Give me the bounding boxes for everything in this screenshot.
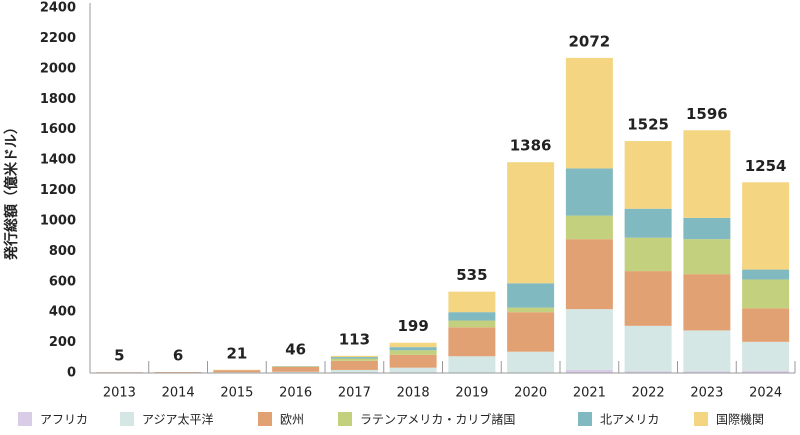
bar-segment (565, 369, 613, 373)
bar-segment (683, 371, 731, 373)
x-tick-label: 2013 (103, 386, 136, 401)
total-label: 6 (173, 347, 183, 365)
bar-segment (507, 283, 555, 308)
bar-segment (507, 312, 555, 352)
bar-segment (742, 269, 790, 280)
bar-segment (683, 330, 731, 372)
bar-segment (565, 57, 613, 169)
legend-label: アフリカ (40, 413, 88, 427)
legend-swatch (120, 412, 134, 426)
x-tick-label: 2015 (220, 386, 253, 401)
x-tick-label: 2022 (632, 386, 665, 401)
bar-segment (624, 271, 672, 326)
bar-segment (624, 141, 672, 209)
bar-segment (507, 162, 555, 284)
bar-segment (272, 371, 320, 373)
x-tick-label: 2024 (749, 386, 782, 401)
bar-segment (330, 360, 378, 370)
y-tick-label: 1000 (40, 213, 76, 228)
bar-segment (389, 342, 437, 348)
bar-segment (624, 208, 672, 238)
y-tick-label: 1200 (40, 183, 76, 198)
x-tick-label: 2014 (162, 386, 195, 401)
total-label: 535 (456, 266, 487, 284)
bar-segment (389, 367, 437, 373)
total-label: 1596 (686, 105, 728, 123)
bar-segment (683, 239, 731, 275)
bar-segment (389, 354, 437, 368)
y-tick-label: 200 (49, 335, 76, 350)
total-label: 1386 (510, 137, 552, 155)
legend-swatch (18, 412, 32, 426)
bar-segment (389, 350, 437, 355)
total-label: 5 (114, 347, 124, 365)
total-label: 199 (397, 317, 428, 335)
y-tick-label: 0 (67, 366, 76, 381)
bar-segment (624, 325, 672, 372)
legend-label: 北アメリカ (600, 413, 659, 427)
y-tick-label: 1600 (40, 122, 76, 137)
total-label: 46 (285, 341, 306, 359)
bar-segment (742, 308, 790, 342)
bar-segment (742, 279, 790, 309)
bar-segment (507, 351, 555, 373)
x-tick-label: 2017 (338, 386, 371, 401)
y-tick-label: 600 (49, 274, 76, 289)
x-tick-label: 2020 (514, 386, 547, 401)
legend-label: アジア太平洋 (142, 412, 214, 427)
total-label: 1525 (627, 116, 669, 134)
bar-segment (213, 370, 261, 373)
bar-segment (683, 274, 731, 331)
bar-segment (272, 366, 320, 372)
bar-segment (742, 370, 790, 373)
x-tick-label: 2021 (573, 386, 606, 401)
total-label: 2072 (569, 32, 611, 50)
x-tick-label: 2019 (455, 386, 488, 401)
x-tick-label: 2018 (397, 386, 430, 401)
y-axis-label: 発行総額（億米ドル） (3, 120, 20, 261)
bar-segment (565, 168, 613, 216)
bar-segment (330, 355, 378, 358)
legend-swatch (694, 412, 708, 426)
bar-segment (624, 371, 672, 373)
y-tick-label: 2000 (40, 61, 76, 76)
y-tick-label: 400 (49, 305, 76, 320)
y-tick-label: 2200 (40, 31, 76, 46)
bar-segment (448, 312, 496, 321)
bar-segment (742, 182, 790, 270)
legend-label: 国際機関 (716, 412, 764, 427)
legend-swatch (338, 412, 352, 426)
bar-segment (565, 309, 613, 370)
legend-swatch (578, 412, 592, 426)
legend-swatch (258, 412, 272, 426)
x-tick-label: 2023 (690, 386, 723, 401)
bar-segment (389, 347, 437, 351)
y-tick-label: 1400 (40, 153, 76, 168)
x-tick-label: 2016 (279, 386, 312, 401)
bar-segment (330, 369, 378, 373)
bar-segment (448, 327, 496, 357)
bar-segment (683, 217, 731, 240)
bar-segment (683, 130, 731, 218)
y-tick-label: 800 (49, 244, 76, 259)
bar-segment (507, 307, 555, 313)
legend-label: 欧州 (280, 413, 304, 427)
total-label: 113 (339, 330, 370, 348)
bar-segment (448, 320, 496, 328)
total-label: 1254 (745, 157, 787, 175)
bar-segment (565, 215, 613, 240)
legend-label: ラテンアメリカ・カリブ諸国 (360, 412, 515, 427)
total-label: 21 (226, 344, 247, 362)
y-tick-label: 1800 (40, 92, 76, 107)
y-tick-label: 2400 (40, 1, 76, 16)
bar-segment (448, 356, 496, 373)
bar-segment (330, 357, 378, 359)
bar-segment (448, 291, 496, 313)
bar-segment (565, 239, 613, 310)
bar-segment (624, 237, 672, 272)
bar-segment (742, 341, 790, 371)
bar-segment (330, 358, 378, 361)
